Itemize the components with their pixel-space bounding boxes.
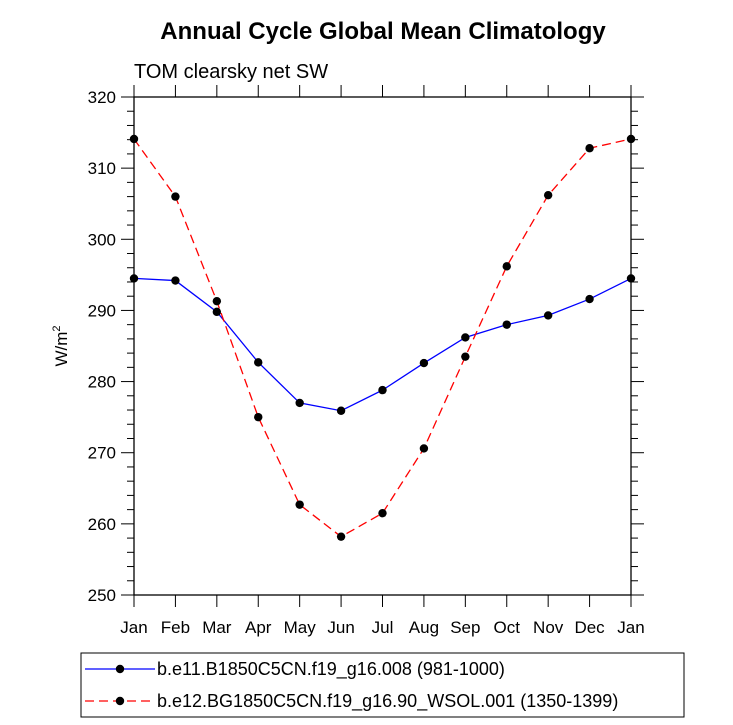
y-tick-label: 270 bbox=[88, 444, 116, 463]
y-tick-label: 250 bbox=[88, 586, 116, 605]
legend-label-series-2: b.e12.BG1850C5CN.f19_g16.90_WSOL.001 (13… bbox=[157, 691, 618, 712]
svg-text:W/m2: W/m2 bbox=[51, 325, 71, 366]
legend-label-series-1: b.e11.B1850C5CN.f19_g16.008 (981-1000) bbox=[157, 659, 505, 680]
y-tick-labels: 320 310 300 290 280 270 260 250 bbox=[88, 88, 116, 605]
x-tick-label: Jul bbox=[372, 618, 394, 637]
minor-ticks bbox=[127, 110, 638, 582]
data-point-series-1 bbox=[419, 358, 429, 368]
y-axis-label: W/m2 bbox=[51, 325, 71, 366]
series-markers bbox=[129, 134, 636, 541]
data-point-series-1 bbox=[212, 307, 222, 317]
major-ticks bbox=[121, 85, 644, 607]
data-point-series-2 bbox=[336, 532, 346, 541]
data-point-series-1 bbox=[378, 385, 387, 395]
data-point-series-2 bbox=[212, 296, 222, 306]
x-tick-label: Jan bbox=[120, 618, 147, 637]
x-tick-label: Sep bbox=[450, 618, 480, 637]
x-tick-label: Oct bbox=[494, 618, 521, 637]
plot-frame bbox=[133, 96, 632, 596]
x-tick-label: Apr bbox=[245, 618, 272, 637]
x-tick-label: May bbox=[284, 618, 317, 637]
y-tick-label: 320 bbox=[88, 88, 116, 107]
y-tick-label: 300 bbox=[88, 230, 116, 249]
legend: b.e11.B1850C5CN.f19_g16.008 (981-1000) b… bbox=[80, 652, 685, 718]
data-point-series-2 bbox=[254, 412, 263, 422]
data-point-series-1 bbox=[295, 398, 304, 408]
data-point-series-2 bbox=[585, 144, 594, 153]
data-point-series-1 bbox=[254, 358, 263, 367]
data-point-series-2 bbox=[543, 190, 553, 200]
legend-marker-series-1 bbox=[115, 664, 125, 674]
data-point-series-2 bbox=[626, 134, 636, 144]
y-tick-label: 280 bbox=[88, 373, 116, 392]
data-point-series-1 bbox=[502, 320, 511, 329]
data-point-series-1 bbox=[336, 406, 346, 415]
series-line-2 bbox=[133, 138, 632, 538]
data-point-series-1 bbox=[626, 274, 636, 283]
y-axis-label-sup: 2 bbox=[51, 325, 63, 331]
data-point-series-1 bbox=[171, 276, 180, 285]
data-point-series-1 bbox=[585, 294, 594, 304]
data-point-series-2 bbox=[378, 508, 387, 518]
y-axis-label-base: W/m bbox=[52, 332, 71, 367]
x-tick-label: Mar bbox=[202, 618, 232, 637]
data-point-series-2 bbox=[461, 352, 470, 361]
x-tick-labels: Jan Feb Mar Apr May Jun Jul Aug Sep Oct Nov Dec Jan bbox=[120, 618, 644, 637]
data-point-series-1 bbox=[543, 311, 553, 320]
data-point-series-1 bbox=[461, 333, 470, 342]
series-lines bbox=[133, 138, 632, 538]
x-tick-label: Aug bbox=[409, 618, 439, 637]
chart-title: Annual Cycle Global Mean Climatology bbox=[160, 18, 606, 45]
legend-box bbox=[80, 652, 685, 718]
y-tick-label: 260 bbox=[88, 515, 116, 534]
x-tick-label: Nov bbox=[533, 618, 564, 637]
y-tick-label: 310 bbox=[88, 159, 116, 178]
data-point-series-2 bbox=[295, 500, 304, 509]
data-point-series-2 bbox=[502, 262, 511, 271]
chart-subtitle: TOM clearsky net SW bbox=[134, 61, 328, 83]
legend-marker-series-2 bbox=[115, 696, 125, 706]
data-point-series-2 bbox=[171, 192, 180, 201]
data-point-series-1 bbox=[129, 274, 139, 283]
y-tick-label: 290 bbox=[88, 301, 116, 320]
x-tick-label: Jun bbox=[327, 618, 354, 637]
data-point-series-2 bbox=[129, 134, 139, 144]
data-point-series-2 bbox=[419, 444, 429, 453]
x-tick-label: Jan bbox=[617, 618, 644, 637]
x-tick-label: Dec bbox=[574, 618, 605, 637]
x-tick-label: Feb bbox=[161, 618, 190, 637]
